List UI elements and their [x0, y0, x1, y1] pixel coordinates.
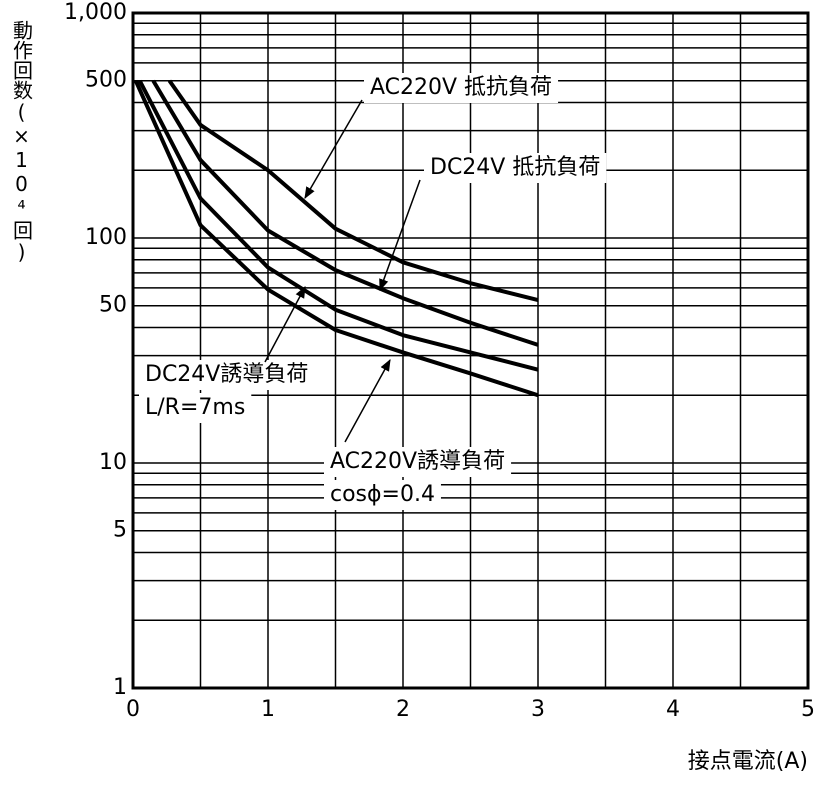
curve: [137, 79, 539, 372]
x-tick-label: 5: [801, 697, 815, 722]
annotation-bg: [139, 393, 252, 423]
y-axis-label: 動作回数(×10⁴回): [10, 20, 34, 264]
y-tick-label: 500: [85, 68, 127, 93]
x-tick-label: 4: [666, 697, 680, 722]
x-axis-label: 接点電流(A): [688, 749, 808, 774]
x-tick-label: 3: [531, 697, 545, 722]
annotation-arrow: [304, 99, 363, 200]
annotation-bg: [364, 73, 559, 103]
annotation: DC24V 抵抗負荷: [430, 155, 600, 180]
curve: [167, 79, 539, 302]
x-tick-label: 2: [396, 697, 410, 722]
annotation-bg: [324, 447, 512, 477]
curve: [151, 79, 539, 347]
y-tick-label: 100: [85, 225, 127, 250]
annotation-arrow: [264, 285, 306, 363]
annotation: L/R=7ms: [145, 395, 245, 420]
y-tick-label: 5: [113, 518, 127, 543]
annotation: cosϕ=0.4: [330, 482, 435, 507]
y-tick-label: 50: [99, 293, 127, 318]
annotation-bg: [324, 480, 441, 510]
annotation: AC220V誘導負荷: [330, 449, 505, 474]
x-tick-label: 0: [126, 697, 140, 722]
annotation: DC24V誘導負荷: [145, 362, 308, 387]
annotation-bg: [139, 360, 315, 390]
annotation-arrow: [344, 358, 391, 443]
y-tick-label: 1,000: [64, 0, 127, 25]
curve: [133, 79, 539, 398]
plot-frame: [131, 11, 810, 690]
annotation: AC220V 抵抗負荷: [370, 75, 552, 100]
x-tick-label: 1: [261, 697, 275, 722]
y-tick-label: 10: [99, 450, 127, 475]
y-tick-label: 1: [113, 675, 127, 700]
annotation-bg: [424, 153, 607, 183]
annotation-arrow: [379, 179, 421, 292]
